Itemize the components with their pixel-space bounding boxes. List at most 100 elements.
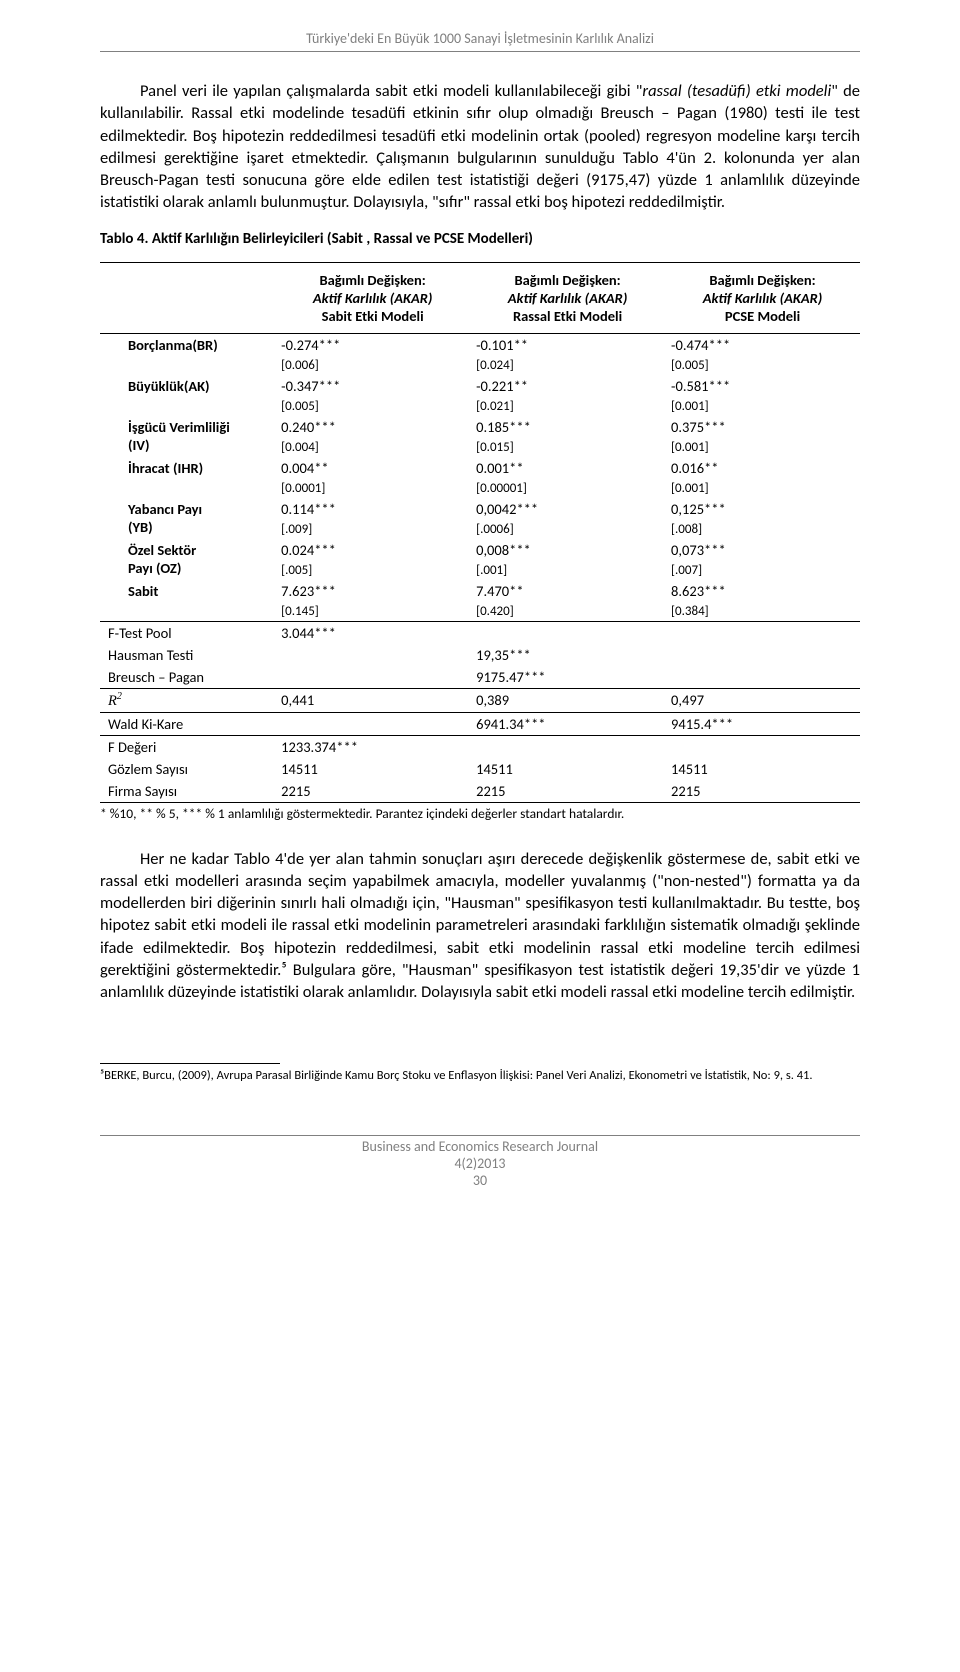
coef-cell: 0.185*** bbox=[470, 416, 665, 438]
footnote-rule bbox=[100, 1063, 280, 1064]
coef-cell: 0,008*** bbox=[470, 539, 665, 561]
col-m3: Bağımlı Değişken: Aktif Karlılık (AKAR) … bbox=[665, 262, 860, 333]
table-row: Yabancı Payı(YB)0.114***0,0042***0,125**… bbox=[100, 498, 860, 520]
hausman-val: 19,35*** bbox=[470, 644, 665, 666]
table-row: Özel SektörPayı (OZ)0.024***0,008***0,07… bbox=[100, 539, 860, 561]
row-hausman: Hausman Testi 19,35*** bbox=[100, 644, 860, 666]
ftest-label: F-Test Pool bbox=[100, 622, 275, 644]
bp-label: Breusch – Pagan bbox=[100, 666, 275, 689]
footer-issue: 4(2)2013 bbox=[100, 1155, 860, 1172]
row-label: Borçlanma(BR) bbox=[100, 333, 275, 375]
coef-cell: 7.470** bbox=[470, 580, 665, 602]
dep-var-2: Aktif Karlılık (AKAR) bbox=[508, 289, 628, 307]
wald-label: Wald Ki-Kare bbox=[100, 713, 275, 736]
footer-journal: Business and Economics Research Journal bbox=[100, 1135, 860, 1155]
gozlem-c3: 14511 bbox=[665, 758, 860, 780]
row-r2: R2 0,441 0,389 0,497 bbox=[100, 689, 860, 713]
se-cell: [.009] bbox=[275, 520, 470, 539]
row-label: Sabit bbox=[100, 580, 275, 622]
se-cell: [0.001] bbox=[665, 479, 860, 498]
row-bp: Breusch – Pagan 9175.47*** bbox=[100, 666, 860, 689]
se-cell: [0.024] bbox=[470, 356, 665, 375]
se-cell: [.0006] bbox=[470, 520, 665, 539]
row-wald: Wald Ki-Kare 6941.34*** 9415.4*** bbox=[100, 713, 860, 736]
table-row: Büyüklük(AK)-0.347***-0.221**-0.581*** bbox=[100, 375, 860, 397]
fdeg-val: 1233.374*** bbox=[275, 736, 470, 758]
coef-cell: -0.221** bbox=[470, 375, 665, 397]
table-row: İşgücü Verimliliği(IV)0.240***0.185***0.… bbox=[100, 416, 860, 438]
firma-c1: 2215 bbox=[275, 780, 470, 803]
table-row: Sabit7.623***7.470**8.623*** bbox=[100, 580, 860, 602]
r2-c2: 0,389 bbox=[470, 689, 665, 713]
bp-val: 9175.47*** bbox=[470, 666, 665, 689]
coef-cell: 0,125*** bbox=[665, 498, 860, 520]
table-row: Borçlanma(BR)-0.274***-0.101**-0.474*** bbox=[100, 333, 860, 356]
model-1: Sabit Etki Modeli bbox=[322, 307, 424, 325]
se-cell: [0.006] bbox=[275, 356, 470, 375]
row-label: İşgücü Verimliliği(IV) bbox=[100, 416, 275, 457]
coef-cell: 8.623*** bbox=[665, 580, 860, 602]
coef-cell: -0.274*** bbox=[275, 333, 470, 356]
se-cell: [.001] bbox=[470, 561, 665, 580]
se-cell: [0.004] bbox=[275, 438, 470, 457]
row-label: İhracat (IHR) bbox=[100, 457, 275, 498]
firma-label: Firma Sayısı bbox=[100, 780, 275, 803]
se-cell: [0.005] bbox=[665, 356, 860, 375]
se-cell: [0.001] bbox=[665, 397, 860, 416]
coef-cell: 0,0042*** bbox=[470, 498, 665, 520]
row-gozlem: Gözlem Sayısı 14511 14511 14511 bbox=[100, 758, 860, 780]
fdeg-label: F Değeri bbox=[100, 736, 275, 758]
row-label: Özel SektörPayı (OZ) bbox=[100, 539, 275, 580]
footnote-5: ⁵BERKE, Burcu, (2009), Avrupa Parasal Bi… bbox=[100, 1068, 860, 1084]
dep-var-1: Aktif Karlılık (AKAR) bbox=[313, 289, 433, 307]
page: Türkiye'deki En Büyük 1000 Sanayi İşletm… bbox=[0, 0, 960, 1229]
coef-cell: -0.474*** bbox=[665, 333, 860, 356]
se-cell: [0.005] bbox=[275, 397, 470, 416]
dep-label-2: Bağımlı Değişken: bbox=[514, 271, 620, 289]
col-blank bbox=[100, 262, 275, 333]
se-cell: [0.145] bbox=[275, 602, 470, 622]
results-table: Bağımlı Değişken: Aktif Karlılık (AKAR) … bbox=[100, 262, 860, 803]
gozlem-c2: 14511 bbox=[470, 758, 665, 780]
table-caption: Tablo 4. Aktif Karlılığın Belirleyiciler… bbox=[100, 230, 860, 248]
row-fdeg: F Değeri 1233.374*** bbox=[100, 736, 860, 758]
firma-c2: 2215 bbox=[470, 780, 665, 803]
firma-c3: 2215 bbox=[665, 780, 860, 803]
hausman-label: Hausman Testi bbox=[100, 644, 275, 666]
coef-cell: 0.240*** bbox=[275, 416, 470, 438]
coef-cell: 0.001** bbox=[470, 457, 665, 479]
se-cell: [.007] bbox=[665, 561, 860, 580]
coef-cell: -0.101** bbox=[470, 333, 665, 356]
ftest-val: 3.044*** bbox=[275, 622, 470, 644]
row-ftest: F-Test Pool 3.044*** bbox=[100, 622, 860, 644]
dep-label-3: Bağımlı Değişken: bbox=[709, 271, 815, 289]
se-cell: [0.021] bbox=[470, 397, 665, 416]
se-cell: [0.001] bbox=[665, 438, 860, 457]
table-note: * %10, ** % 5, *** % 1 anlamlılığı göste… bbox=[100, 805, 860, 822]
row-label: Yabancı Payı(YB) bbox=[100, 498, 275, 539]
se-cell: [.008] bbox=[665, 520, 860, 539]
se-cell: [0.00001] bbox=[470, 479, 665, 498]
footer-page: 30 bbox=[100, 1172, 860, 1189]
coef-cell: 0.114*** bbox=[275, 498, 470, 520]
coef-cell: 0.375*** bbox=[665, 416, 860, 438]
coef-cell: 0.016** bbox=[665, 457, 860, 479]
table-row: İhracat (IHR)0.004**0.001**0.016** bbox=[100, 457, 860, 479]
col-m1: Bağımlı Değişken: Aktif Karlılık (AKAR) … bbox=[275, 262, 470, 333]
dep-label-1: Bağımlı Değişken: bbox=[320, 271, 426, 289]
coef-cell: 7.623*** bbox=[275, 580, 470, 602]
r2-c3: 0,497 bbox=[665, 689, 860, 713]
se-cell: [0.420] bbox=[470, 602, 665, 622]
p1-italic: rassal (tesadüfi) etki modeli bbox=[642, 81, 831, 101]
coef-cell: 0.004** bbox=[275, 457, 470, 479]
coef-cell: 0,073*** bbox=[665, 539, 860, 561]
col-m2: Bağımlı Değişken: Aktif Karlılık (AKAR) … bbox=[470, 262, 665, 333]
model-3: PCSE Modeli bbox=[725, 307, 800, 325]
wald-c3: 9415.4*** bbox=[665, 713, 860, 736]
model-2: Rassal Etki Modeli bbox=[513, 307, 622, 325]
gozlem-label: Gözlem Sayısı bbox=[100, 758, 275, 780]
se-cell: [0.384] bbox=[665, 602, 860, 622]
wald-c2: 6941.34*** bbox=[470, 713, 665, 736]
coef-cell: 0.024*** bbox=[275, 539, 470, 561]
gozlem-c1: 14511 bbox=[275, 758, 470, 780]
